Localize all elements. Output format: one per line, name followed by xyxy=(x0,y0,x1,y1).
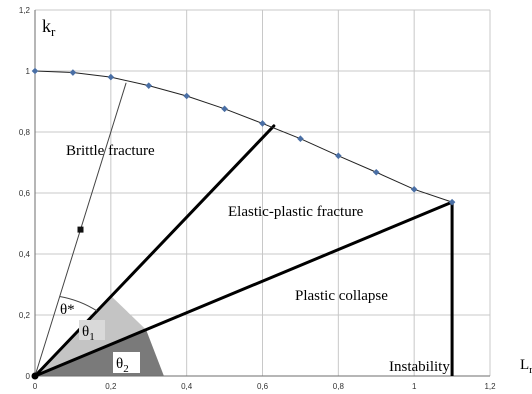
square-marker xyxy=(77,226,84,233)
x-tick-label: 0,2 xyxy=(105,382,117,391)
y-tick-label: 1 xyxy=(26,67,31,76)
region-label-plastic: Plastic collapse xyxy=(295,288,388,304)
y-tick-label: 0,4 xyxy=(19,250,31,259)
series-1-line xyxy=(34,70,453,203)
y-tick-label: 0,8 xyxy=(19,128,31,137)
angle-label-theta-star: θ* xyxy=(60,302,75,318)
data-point xyxy=(145,82,153,89)
x-tick-label: 0 xyxy=(33,382,38,391)
x-tick-label: 1 xyxy=(412,382,417,391)
grid-lines xyxy=(35,9,491,376)
data-point xyxy=(31,67,39,75)
x-tick-label: 0,6 xyxy=(257,382,269,391)
x-tick-label: 0,4 xyxy=(181,382,193,391)
x-tick-label: 1,2 xyxy=(484,382,496,391)
data-point xyxy=(69,69,77,76)
y-tick-label: 0,2 xyxy=(19,311,31,320)
y-tick-label: 0 xyxy=(26,372,31,381)
origin-point xyxy=(31,372,39,380)
x-axis-label: Lr xyxy=(520,357,532,376)
ray-line-2 xyxy=(33,200,454,378)
y-tick-label: 0,6 xyxy=(19,189,31,198)
y-axis-label: kr xyxy=(42,16,56,39)
data-point xyxy=(297,135,304,143)
failure-curve xyxy=(31,67,456,380)
theta-star-arc xyxy=(59,295,98,312)
data-point xyxy=(372,168,380,176)
data-point xyxy=(335,152,342,160)
rays xyxy=(33,82,454,378)
y-tick-label: 1,2 xyxy=(19,6,31,15)
data-point xyxy=(221,105,228,113)
region-label-instability: Instability xyxy=(389,359,450,375)
data-point xyxy=(183,92,190,100)
theta1-label-box xyxy=(79,320,105,340)
tick-labels: 0 0,2 0,4 0,6 0,8 1 1,2 0 0,2 0,4 0,6 0,8 1 1,2 xyxy=(19,6,496,391)
x-tick-label: 0,8 xyxy=(333,382,345,391)
annotations: Brittle fracture Elastic-plastic fracture… xyxy=(42,16,532,376)
region-label-brittle: Brittle fracture xyxy=(66,143,155,159)
data-point xyxy=(448,198,456,206)
theta2-label-box xyxy=(113,352,140,373)
ray-line-1 xyxy=(33,124,276,378)
data-point xyxy=(410,186,418,193)
data-point xyxy=(107,73,115,81)
region-label-elastic-plastic: Elastic-plastic fracture xyxy=(228,204,364,220)
data-point xyxy=(259,120,266,127)
